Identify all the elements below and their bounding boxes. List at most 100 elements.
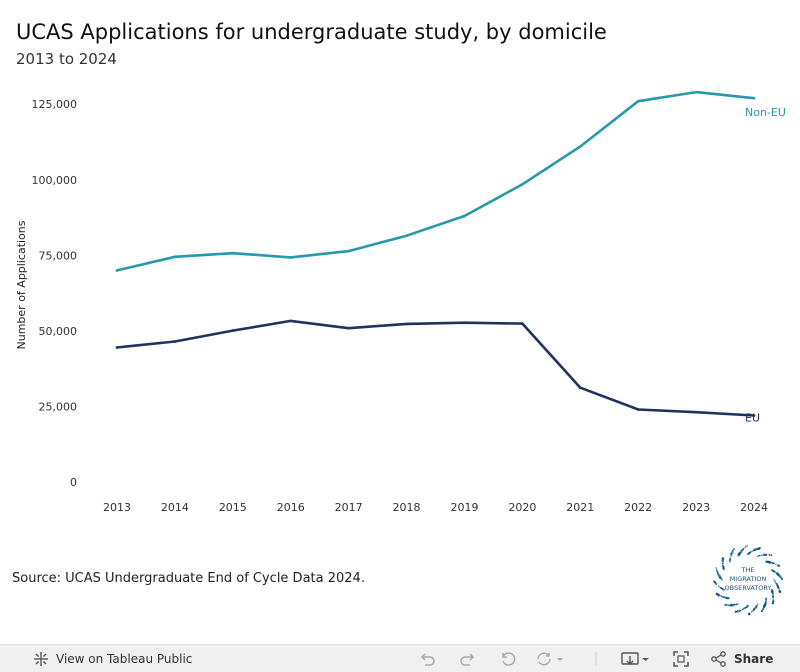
data-point[interactable]	[231, 329, 235, 332]
logo-dot	[740, 609, 742, 611]
logo-dot	[733, 548, 735, 550]
refresh-button[interactable]	[535, 645, 565, 672]
logo-dot	[722, 562, 724, 565]
logo-dot	[763, 553, 766, 556]
data-point[interactable]	[115, 346, 119, 349]
series-line-eu[interactable]	[115, 319, 756, 417]
logo-dot	[715, 592, 719, 596]
logo-dot	[725, 603, 728, 606]
data-point[interactable]	[752, 96, 756, 100]
logo-dot	[774, 580, 776, 583]
x-tick-label: 2015	[219, 501, 247, 514]
data-point[interactable]	[231, 251, 235, 255]
logo-dot	[760, 554, 762, 556]
data-point[interactable]	[289, 256, 293, 259]
logo-dot	[720, 586, 723, 589]
undo-button[interactable]	[419, 645, 437, 672]
data-point[interactable]	[405, 234, 408, 237]
logo-dot	[742, 607, 745, 610]
chart-title: UCAS Applications for undergraduate stud…	[16, 20, 607, 44]
tableau-toolbar: View on Tableau Public Share	[0, 644, 800, 672]
undo-icon	[420, 652, 435, 666]
logo-dot	[771, 602, 774, 605]
logo-dot	[756, 604, 758, 607]
data-point[interactable]	[347, 249, 350, 253]
logo-dot	[770, 554, 773, 557]
x-tick-label: 2024	[740, 501, 768, 514]
logo-dot	[720, 595, 723, 598]
line-chart: Number of Applications 0 25,000 50,000 75,0…	[15, 90, 786, 514]
data-point[interactable]	[636, 408, 640, 411]
logo-dot	[760, 610, 763, 613]
share-icon	[711, 650, 726, 667]
data-point[interactable]	[115, 269, 119, 272]
redo-icon	[460, 652, 475, 666]
data-point[interactable]	[347, 326, 350, 330]
logo-dot	[752, 549, 755, 552]
y-tick-label: 50,000	[39, 325, 78, 338]
y-tick-label: 75,000	[39, 249, 78, 262]
data-point[interactable]	[694, 410, 698, 414]
redo-button[interactable]	[458, 645, 476, 672]
data-point[interactable]	[405, 322, 408, 326]
data-point[interactable]	[463, 214, 466, 218]
data-point[interactable]	[578, 386, 582, 390]
data-point[interactable]	[636, 99, 640, 103]
data-point[interactable]	[289, 319, 293, 323]
logo-dot	[734, 610, 738, 613]
migration-observatory-logo: THE MIGRATION OBSERVATORY	[713, 545, 783, 616]
chart-subtitle: 2013 to 2024	[16, 50, 117, 68]
logo-dot	[718, 574, 721, 578]
share-button[interactable]: Share	[710, 645, 773, 672]
logo-dot	[729, 558, 732, 561]
fullscreen-button[interactable]	[672, 645, 690, 672]
logo-dot	[730, 603, 733, 607]
logo-dot	[772, 600, 775, 603]
view-on-tableau-link[interactable]: View on Tableau Public	[32, 645, 192, 672]
view-on-tableau-label: View on Tableau Public	[56, 651, 193, 666]
revert-icon	[502, 651, 516, 666]
logo-dot	[724, 604, 726, 606]
logo-dot	[742, 548, 745, 551]
revert-button[interactable]	[499, 645, 517, 672]
logo-dot	[776, 584, 779, 587]
logo-dot	[722, 588, 725, 591]
logo-dot	[721, 588, 724, 591]
logo-dot	[721, 557, 725, 560]
logo-dot	[739, 550, 743, 554]
x-tick-label: 2018	[393, 501, 421, 514]
logo-dot	[729, 557, 731, 560]
data-point[interactable]	[173, 340, 177, 343]
logo-dot	[722, 560, 724, 563]
data-point[interactable]	[752, 414, 756, 417]
logo-dot	[713, 581, 717, 584]
logo-dot	[775, 582, 777, 584]
logo-dot	[776, 586, 780, 589]
x-tick-label: 2020	[508, 501, 536, 514]
download-button[interactable]	[620, 645, 652, 672]
data-point[interactable]	[521, 322, 524, 325]
logo-dot	[720, 577, 722, 580]
logo-dot	[728, 597, 731, 599]
logo-dot	[744, 606, 747, 609]
data-point[interactable]	[694, 90, 698, 94]
logo-dot	[772, 599, 774, 601]
data-point[interactable]	[463, 321, 466, 325]
logo-dot	[764, 553, 768, 556]
series-line-non-eu[interactable]	[115, 90, 756, 272]
data-point[interactable]	[521, 183, 524, 186]
logo-dot	[762, 554, 764, 556]
x-tick-label: 2019	[450, 501, 478, 514]
logo-dot	[727, 604, 730, 607]
y-tick-label: 25,000	[39, 400, 78, 413]
logo-dot	[776, 564, 779, 566]
data-point[interactable]	[578, 145, 582, 148]
x-tick-label: 2014	[161, 501, 189, 514]
logo-dot	[737, 603, 739, 605]
y-tick-label: 100,000	[32, 174, 78, 187]
data-point[interactable]	[173, 255, 177, 259]
logo-dot	[730, 554, 732, 556]
share-label: Share	[734, 651, 774, 666]
logo-dot	[771, 562, 774, 565]
source-note: Source: UCAS Undergraduate End of Cycle …	[12, 571, 365, 586]
